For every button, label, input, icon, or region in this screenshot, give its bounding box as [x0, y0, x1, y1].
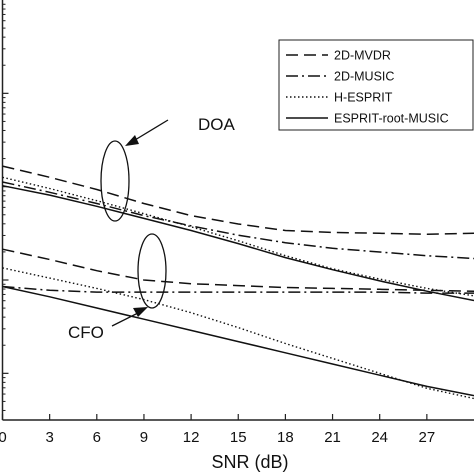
doa-dashed-line [2, 165, 474, 236]
legend-label: 2D-MVDR [334, 49, 391, 63]
cfo-solid-line [2, 285, 474, 397]
doa-dashdot-line [2, 181, 474, 260]
x-tick-label: 18 [277, 429, 294, 446]
x-tick-label: 21 [324, 429, 341, 446]
doa-label: DOA [198, 115, 236, 134]
cfo-arrowhead [133, 307, 148, 317]
legend: 2D-MVDR 2D-MUSIC H-ESPRIT ESPRIT-root-MUSIC [278, 39, 474, 131]
doa-solid-line [2, 184, 474, 302]
x-axis-title: SNR (dB) [211, 452, 288, 472]
x-tick-label: 15 [230, 429, 247, 446]
x-tick-label: 24 [371, 429, 388, 446]
x-tick-label: 6 [93, 429, 101, 446]
plot-area: 0 3 6 9 12 15 18 21 24 27 [0, 0, 474, 446]
x-tick-label: 12 [183, 429, 200, 446]
legend-label: 2D-MUSIC [334, 70, 394, 84]
legend-label: H-ESPRIT [334, 91, 393, 105]
x-tick-label: 3 [45, 429, 53, 446]
cfo-label: CFO [68, 323, 104, 342]
x-tick-label: 9 [140, 429, 148, 446]
cfo-ellipse [137, 233, 167, 309]
y-axis-ticks [2, 3, 9, 411]
x-tick-label: 27 [419, 429, 436, 446]
doa-dotted-line [2, 176, 474, 297]
x-axis-ticks: 0 3 6 9 12 15 18 21 24 27 [0, 414, 435, 446]
x-tick-label: 0 [0, 429, 7, 446]
doa-ellipse [100, 140, 130, 222]
doa-arrowhead [125, 135, 139, 146]
legend-label: ESPRIT-root-MUSIC [334, 112, 449, 126]
annotations: DOA CFO [68, 115, 236, 342]
cfo-dashed-line [2, 248, 474, 292]
series-lines [2, 165, 474, 400]
